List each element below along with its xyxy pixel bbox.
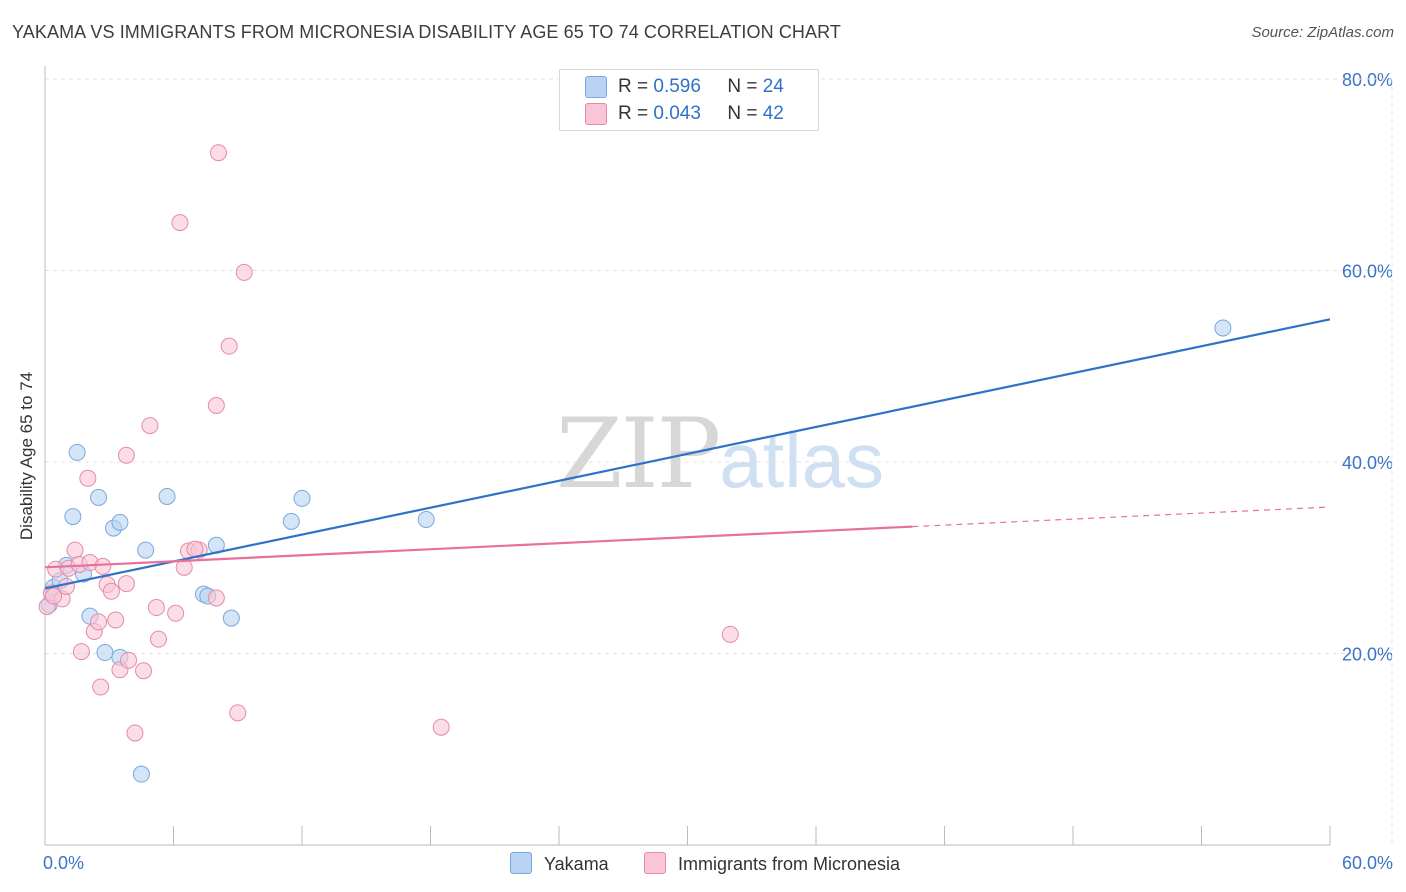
- data-point-yakama: [282, 512, 300, 530]
- data-point-yakama: [158, 487, 176, 505]
- y-tick-label: 20.0%: [1342, 645, 1393, 665]
- data-point-micronesia: [235, 263, 253, 281]
- trend-line-micronesia: [44, 525, 913, 569]
- trend-line-yakama: [44, 318, 1331, 590]
- y-tick-label: 40.0%: [1342, 453, 1393, 473]
- n-value-yakama: 24: [762, 76, 784, 97]
- data-point-micronesia: [147, 599, 165, 617]
- data-point-micronesia: [79, 469, 97, 487]
- data-point-micronesia: [117, 446, 135, 464]
- x-tick-label-min: 0.0%: [43, 853, 84, 873]
- legend-label-yakama: Yakama: [544, 854, 609, 874]
- data-point-micronesia: [150, 630, 168, 648]
- y-tick-label: 80.0%: [1342, 70, 1393, 90]
- legend-item-micronesia: Immigrants from Micronesia: [644, 852, 900, 875]
- trend-line-extension-micronesia: [912, 506, 1331, 528]
- data-point-micronesia: [45, 587, 63, 605]
- data-point-micronesia: [209, 144, 227, 162]
- data-point-yakama: [1214, 319, 1232, 337]
- data-point-micronesia: [90, 613, 108, 631]
- data-point-micronesia: [126, 724, 144, 742]
- n-label: N =: [727, 103, 758, 124]
- data-point-micronesia: [207, 397, 225, 415]
- source-label: Source: ZipAtlas.com: [1251, 24, 1394, 41]
- data-point-yakama: [137, 541, 155, 559]
- r-label: R =: [618, 103, 649, 124]
- y-tick-label: 60.0%: [1342, 262, 1393, 282]
- data-point-micronesia: [207, 589, 225, 607]
- legend-item-yakama: Yakama: [510, 852, 609, 875]
- data-point-yakama: [111, 513, 129, 531]
- data-point-micronesia: [432, 718, 450, 736]
- data-point-yakama: [293, 489, 311, 507]
- data-point-micronesia: [120, 651, 138, 669]
- legend-label-micronesia: Immigrants from Micronesia: [678, 854, 901, 874]
- data-point-micronesia: [107, 611, 125, 629]
- data-point-yakama: [68, 443, 86, 461]
- data-point-micronesia: [167, 604, 185, 622]
- data-point-micronesia: [229, 704, 247, 722]
- stats-legend: R = 0.596 N = 24 R = 0.043 N = 42: [559, 69, 819, 131]
- y-axis-label: Disability Age 65 to 74: [17, 371, 36, 541]
- watermark: ZIPatlas: [556, 398, 884, 510]
- legend-swatch-micronesia-bottom: [644, 852, 666, 874]
- data-point-micronesia: [220, 337, 238, 355]
- data-point-micronesia: [94, 557, 112, 575]
- chart-title: YAKAMA VS IMMIGRANTS FROM MICRONESIA DIS…: [12, 22, 841, 42]
- data-point-micronesia: [66, 541, 84, 559]
- legend-swatch-yakama: [585, 76, 607, 98]
- data-point-micronesia: [102, 582, 120, 600]
- data-point-yakama: [64, 508, 82, 526]
- data-point-micronesia: [117, 575, 135, 593]
- data-point-yakama: [132, 765, 150, 783]
- watermark-zip: ZIP: [556, 398, 721, 510]
- n-label: N =: [727, 76, 758, 97]
- data-point-micronesia: [72, 643, 90, 661]
- r-value-yakama: 0.596: [653, 76, 701, 97]
- data-point-micronesia: [92, 678, 110, 696]
- n-value-micronesia: 42: [762, 103, 784, 124]
- data-point-yakama: [417, 510, 435, 528]
- data-point-micronesia: [721, 625, 739, 643]
- legend-swatch-micronesia: [585, 103, 607, 125]
- data-point-micronesia: [171, 214, 189, 232]
- data-point-micronesia: [135, 662, 153, 680]
- data-point-yakama: [90, 488, 108, 506]
- r-value-micronesia: 0.043: [653, 103, 701, 124]
- legend-swatch-yakama-bottom: [510, 852, 532, 874]
- data-point-yakama: [222, 609, 240, 627]
- data-point-yakama: [96, 644, 114, 662]
- r-label: R =: [618, 76, 649, 97]
- x-tick-label-max: 60.0%: [1342, 853, 1393, 873]
- data-point-micronesia: [141, 417, 159, 435]
